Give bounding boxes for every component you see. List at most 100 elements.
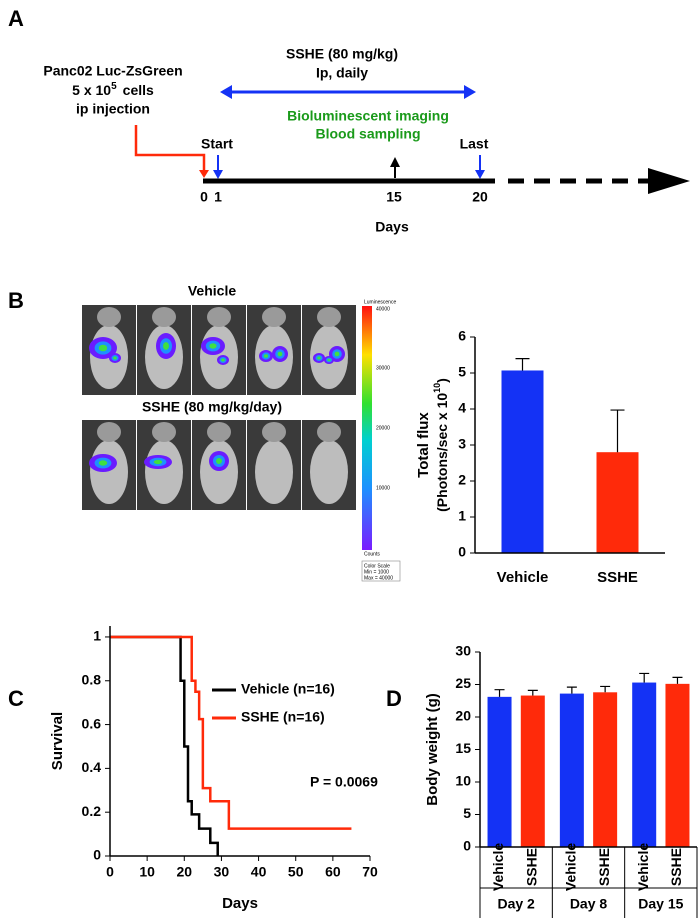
y-tick-label: 0.6 — [82, 715, 102, 731]
x-tick-label: 10 — [139, 864, 155, 880]
scale-tick: 30000 — [376, 365, 390, 371]
y-tick-label: 1 — [93, 628, 101, 644]
panel-label: D — [386, 686, 402, 711]
mouse-head — [152, 307, 176, 327]
signal — [277, 351, 283, 357]
x-tick-label: 70 — [362, 864, 378, 880]
day-label: 20 — [472, 189, 488, 205]
y-label: Body weight (g) — [424, 693, 441, 806]
x-tick-label: 0 — [106, 864, 114, 880]
mouse-head — [262, 422, 286, 442]
injection: 5 x 105 cells — [72, 81, 154, 98]
mouse-head — [317, 422, 341, 442]
injection: ip injection — [76, 101, 150, 117]
assay: Blood sampling — [316, 126, 421, 142]
mouse-body — [200, 440, 238, 504]
y-tick-label: 2 — [458, 472, 466, 488]
arrowhead — [390, 157, 400, 167]
start: Start — [201, 136, 233, 152]
mouse-body — [255, 440, 293, 504]
error-bar — [515, 358, 530, 371]
arrowhead — [475, 170, 485, 179]
y-tick-label: 30 — [455, 643, 471, 659]
survival-curve — [110, 635, 219, 856]
bar-label: Vehicle — [635, 843, 651, 891]
y-tick-label: 25 — [455, 675, 471, 691]
y-tick-label: 0.4 — [82, 759, 102, 775]
scale-note: Min = 1000 — [364, 569, 389, 575]
signal — [317, 356, 321, 360]
bar — [501, 370, 544, 553]
legend-label: SSHE (n=16) — [241, 709, 325, 725]
error-bar — [527, 689, 538, 696]
bar-label: Vehicle — [490, 843, 506, 891]
y-tick-label: 10 — [455, 773, 471, 789]
scale-title: Luminescence — [364, 299, 396, 305]
charts: 0 1 2 3 4 5 6 Vehicle SSHE Total flux (Photons/sec… — [49, 328, 698, 918]
bar — [665, 683, 690, 847]
mouse-head — [152, 422, 176, 442]
bar-label: Vehicle — [563, 843, 579, 891]
day-label: 0 — [200, 189, 208, 205]
group-label: Day 8 — [570, 896, 608, 912]
x-tick-label: 60 — [325, 864, 341, 880]
error-bar — [566, 686, 577, 694]
y-tick-label: 15 — [455, 740, 471, 756]
panel-label: C — [8, 686, 24, 711]
y-tick-label: 0 — [463, 838, 471, 854]
mouse-head — [97, 307, 121, 327]
treatment: SSHE (80 mg/kg) — [286, 46, 398, 62]
arrowhead — [199, 170, 209, 178]
mouse-body — [145, 440, 183, 504]
y-tick-label: 5 — [463, 805, 471, 821]
day-label: 1 — [214, 189, 222, 205]
scale-tick: 10000 — [376, 485, 390, 491]
signal — [334, 351, 340, 357]
scale-tick: 40000 — [376, 306, 390, 312]
arrowhead — [213, 170, 223, 179]
assay: Bioluminescent imaging — [287, 108, 449, 124]
x-tick-label: 40 — [251, 864, 267, 880]
signal — [216, 458, 222, 464]
y-tick-label: 0 — [458, 544, 466, 560]
bar — [487, 696, 512, 847]
scale-note: Color Scale — [364, 563, 390, 569]
injection: Panc02 Luc-ZsGreen — [43, 63, 182, 79]
last: Last — [460, 136, 489, 152]
x-tick-label: 30 — [214, 864, 230, 880]
x-tick-label: 50 — [288, 864, 304, 880]
bar — [593, 692, 618, 847]
y-label: Survival — [49, 712, 66, 770]
y-tick-label: 0 — [93, 847, 101, 863]
injection-line — [134, 125, 206, 172]
error-bar — [639, 672, 650, 683]
error-bar — [672, 676, 683, 684]
scale-unit: Counts — [364, 551, 380, 557]
bar — [596, 452, 639, 553]
axis-label: Days — [375, 219, 409, 235]
panel-label: B — [8, 288, 24, 313]
arrowhead — [648, 168, 690, 194]
day-label: 15 — [386, 189, 402, 205]
error-bar — [600, 685, 611, 693]
bar-label: SSHE — [524, 848, 540, 886]
scale-tick: 20000 — [376, 425, 390, 431]
group-title: Vehicle — [188, 283, 236, 299]
bar — [559, 693, 584, 847]
mouse-head — [317, 307, 341, 327]
y-tick-label: 0.8 — [82, 671, 102, 687]
x-label: Days — [222, 895, 258, 912]
y-tick-label: 20 — [455, 708, 471, 724]
y-tick-label: 6 — [458, 328, 466, 344]
signal — [327, 358, 331, 362]
y-tick-label: 4 — [458, 400, 466, 416]
color-scale — [362, 306, 372, 550]
y-tick-label: 0.2 — [82, 803, 102, 819]
mouse-body — [310, 440, 348, 504]
x-tick-label: Vehicle — [497, 569, 549, 586]
signal — [113, 356, 117, 360]
signal — [263, 354, 269, 358]
scale-note: Max = 40000 — [364, 575, 393, 581]
signal — [209, 343, 217, 349]
